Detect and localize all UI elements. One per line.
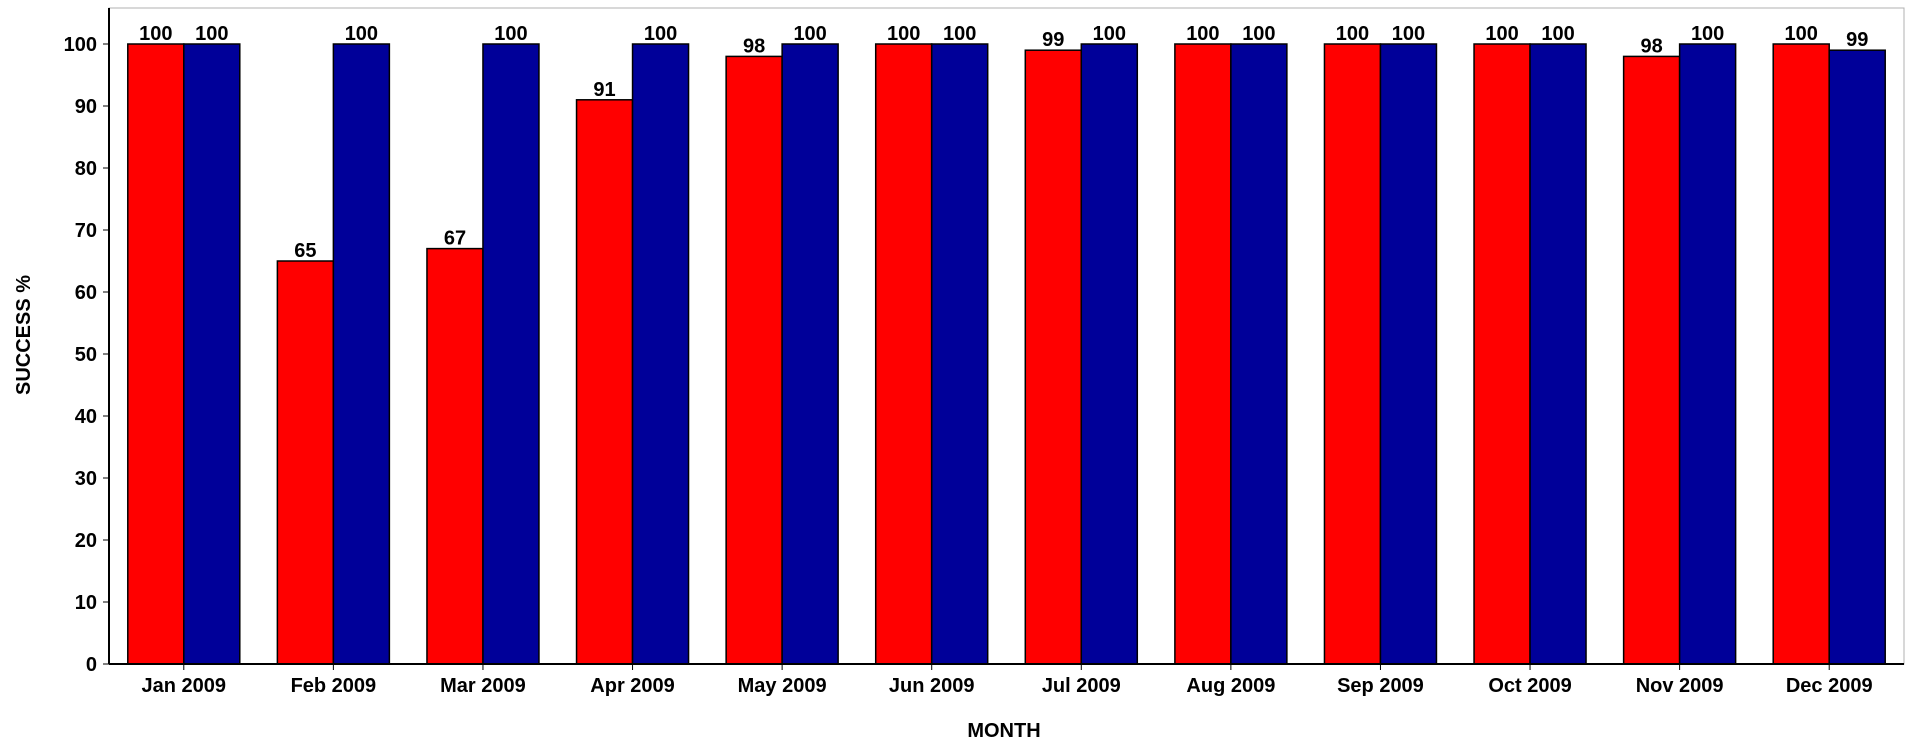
bar-series-1 [426,247,484,665]
bar-value-label: 100 [644,23,677,45]
bar-value-label: 98 [743,35,765,57]
bar-series-2 [930,43,989,665]
bar-value-label: 100 [1785,23,1818,45]
y-tick-label: 40 [75,406,97,428]
y-tick-label: 30 [75,468,97,490]
y-tick-label: 100 [64,34,97,56]
bar-value-label: 98 [1641,35,1663,57]
bar-value-label: 91 [593,79,615,101]
bar-value-label: 100 [1485,23,1518,45]
plot-frame [108,7,1905,665]
y-ticks-layer: 0 10 20 30 40 50 60 70 80 90 100 [64,34,109,676]
bar-series-2 [631,43,690,665]
bar-series-2 [1230,43,1288,665]
bar-value-label: 100 [1336,23,1369,45]
y-tick-label: 90 [75,96,97,118]
y-tick-label: 70 [75,220,97,242]
bar-value-label: 99 [1846,29,1868,51]
y-tick-label: 0 [86,654,97,676]
y-tick-label: 60 [75,282,97,304]
x-tick-label: Jan 2009 [142,675,227,697]
x-ticks-layer: Jan 2009 Feb 2009 Mar 2009 Apr 2009 May 2009… [142,664,1873,697]
bar-value-label: 100 [943,23,976,45]
bar-series-1 [1323,43,1382,665]
bar-series-2 [1529,43,1587,665]
y-tick-label: 10 [75,592,97,614]
bar-series-2 [1678,43,1737,665]
bar-value-label: 65 [294,240,316,262]
bar-series-1 [1473,43,1531,665]
bar-value-label: 100 [887,23,920,45]
bar-series-2 [1379,43,1438,665]
bar-series-2 [482,43,540,665]
bar-value-label: 100 [1093,23,1126,45]
x-tick-label: Sep 2009 [1337,675,1424,697]
bar-series-1 [1024,49,1083,665]
bar-value-label: 100 [1242,23,1275,45]
y-tick-label: 50 [75,344,97,366]
x-tick-label: May 2009 [738,675,827,697]
bar-value-label: 100 [195,23,228,45]
bar-series-1 [1622,55,1681,665]
x-tick-label: Mar 2009 [440,675,526,697]
bar-value-label: 100 [793,23,826,45]
x-tick-label: Jun 2009 [889,675,975,697]
x-tick-label: Dec 2009 [1786,675,1873,697]
bar-series-1 [575,99,634,665]
bar-series-1 [725,55,783,665]
y-tick-label: 20 [75,530,97,552]
bars-layer [127,43,1886,665]
bar-series-1 [874,43,933,665]
bar-series-1 [127,43,185,665]
bar-value-label: 100 [1392,23,1425,45]
bar-series-2 [332,43,391,665]
bar-series-2 [1080,43,1139,665]
y-axis-title: SUCCESS % [13,275,35,395]
bar-series-1 [276,260,335,665]
x-tick-label: Oct 2009 [1488,675,1571,697]
x-tick-label: Jul 2009 [1042,675,1121,697]
bar-value-label: 100 [139,23,172,45]
bar-value-label: 100 [1186,23,1219,45]
axes-layer [108,8,1904,665]
bar-value-label: 67 [444,228,466,250]
bar-value-label: 99 [1042,29,1064,51]
x-tick-label: Apr 2009 [590,675,675,697]
bar-value-label: 100 [1541,23,1574,45]
bar-value-label: 100 [494,23,527,45]
bar-value-label: 100 [1691,23,1724,45]
bar-series-1 [1772,43,1830,665]
x-axis-title: MONTH [967,720,1040,742]
value-labels-layer: 100 100 65 100 67 100 91 100 98 100 100 100 99 100 100… [139,23,1868,262]
x-tick-label: Nov 2009 [1636,675,1724,697]
bar-series-2 [781,43,839,665]
x-tick-label: Aug 2009 [1186,675,1275,697]
bar-series-2 [1828,49,1886,665]
y-tick-label: 80 [75,158,97,180]
bar-value-label: 100 [345,23,378,45]
bar-series-2 [183,43,241,665]
x-tick-label: Feb 2009 [291,675,377,697]
bar-series-1 [1174,43,1232,665]
